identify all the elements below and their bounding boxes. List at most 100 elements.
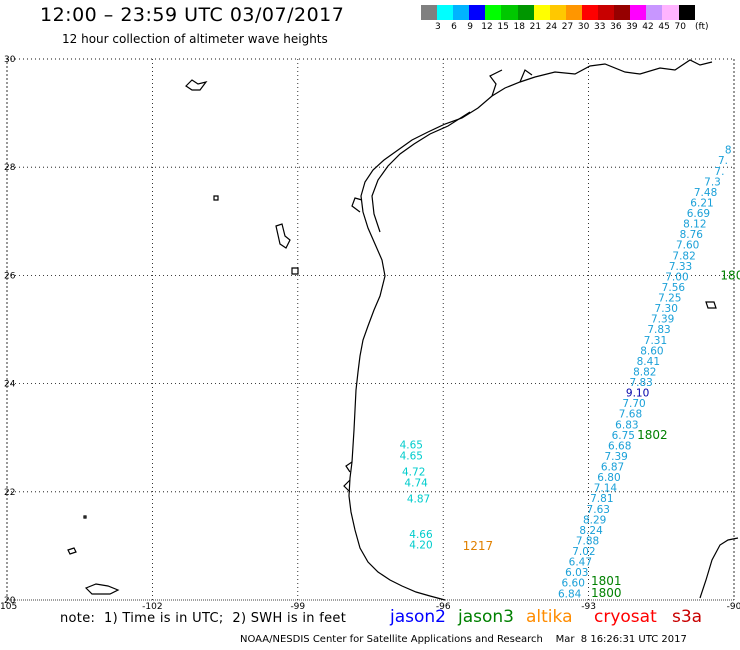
legend-tick-labels: 3 6 9 12 15 18 21 24 27 30 33 36 39 42 45 70 (ft) — [421, 20, 740, 34]
wave-height-label: 7.82 — [672, 250, 695, 262]
legend-tick: 18 — [513, 22, 525, 32]
wave-height-label: 8.82 — [633, 366, 656, 378]
legend-swatch — [421, 5, 438, 20]
wave-height-label: 7.00 — [665, 271, 688, 283]
wave-height-label: 8.29 — [583, 514, 606, 526]
longitude-label: -96 — [436, 602, 451, 612]
wave-height-label: 7.39 — [604, 451, 627, 463]
legend-tick: 21 — [529, 22, 542, 32]
legend-tick: 30 — [577, 22, 590, 32]
altika-time-label: 1217 — [463, 539, 494, 553]
satellite-jason2: jason2 — [390, 607, 446, 627]
legend-tick: 24 — [545, 22, 558, 32]
wave-height-label: 8.76 — [680, 229, 704, 241]
east-coast-fragment — [699, 537, 739, 599]
legend-swatch — [662, 5, 679, 20]
wave-height-label: 6.21 — [690, 197, 713, 209]
legend-tick: 15 — [497, 22, 509, 32]
wave-height-label: 4.65 — [400, 440, 423, 452]
footer-note: note: 1) Time is in UTC; 2) SWH is in fe… — [60, 611, 347, 626]
wave-height-label: 6.80 — [597, 472, 620, 484]
wave-height-label: 6.87 — [601, 462, 624, 474]
wave-height-label: 7.83 — [647, 324, 670, 336]
pass-time-label: 1802 — [637, 428, 668, 442]
legend-swatch — [581, 5, 599, 20]
map-grid — [6, 58, 735, 601]
longitude-label: -90 — [727, 602, 740, 612]
legend-swatch — [630, 5, 647, 20]
legend-swatch — [549, 5, 566, 20]
lake-shape-1 — [185, 79, 208, 91]
wave-height-label: 7.81 — [590, 493, 613, 505]
wave-height-label: 7.30 — [655, 303, 678, 315]
latitude-label: 24 — [4, 380, 16, 390]
lake-shape-3 — [291, 267, 299, 275]
chart-subtitle: 12 hour collection of altimeter wave hei… — [62, 32, 328, 46]
satellite-altika: altika — [526, 607, 573, 627]
wave-height-label: 8.24 — [579, 525, 603, 537]
wave-height-label: 9.10 — [626, 388, 649, 400]
wave-height-label: 6.47 — [569, 557, 592, 569]
wave-height-label: 7.56 — [662, 282, 686, 294]
wave-height-label: 8.12 — [683, 219, 706, 231]
wave-height-label: 4.87 — [407, 494, 430, 506]
legend-tick: 36 — [610, 22, 622, 32]
lake-shape-8 — [83, 515, 87, 519]
lake-shape-6 — [705, 301, 717, 309]
wave-height-label: 4.74 — [404, 477, 428, 489]
latitude-label: 20 — [4, 596, 16, 606]
legend-tick: 3 — [435, 22, 441, 32]
wave-height-label: 4.72 — [402, 467, 425, 479]
legend-swatch — [469, 5, 486, 20]
wave-height-label: 8.41 — [637, 356, 660, 368]
longitude-label: -105 — [0, 602, 17, 612]
wave-height-label: 8.60 — [640, 345, 663, 357]
satellite-jason3: jason3 — [458, 607, 514, 627]
pass-time-label: 180 — [720, 269, 740, 283]
legend-swatch — [533, 5, 550, 20]
bay-inlets — [343, 69, 533, 493]
chart-title: 12:00 – 23:59 UTC 03/07/2017 — [40, 4, 345, 26]
wave-height-label: 6.84 — [558, 588, 582, 600]
wave-height-label: 7.63 — [587, 504, 610, 516]
legend-tick: 45 — [658, 22, 670, 32]
wave-height-legend: 3 6 9 12 15 18 21 24 27 30 33 36 39 42 45 70 (ft) — [421, 5, 740, 34]
lake-shape-5 — [67, 547, 77, 555]
wave-height-label: 4.66 — [409, 529, 433, 541]
satellite-tracks: 4.654.654.724.744.874.664.20 121787.7.7.3… — [400, 145, 740, 601]
legend-swatch — [598, 5, 615, 20]
legend-swatch — [437, 5, 454, 20]
latitude-label: 30 — [4, 55, 16, 65]
map-frame — [6, 58, 735, 601]
wave-height-label: 7.02 — [572, 546, 595, 558]
wave-height-label: 7.68 — [619, 409, 642, 421]
wave-height-label: 7.48 — [694, 187, 717, 199]
wave-height-label: 6.60 — [562, 578, 585, 590]
wave-height-label: 6.83 — [615, 419, 638, 431]
wave-height-label: 6.75 — [612, 430, 635, 442]
longitude-label: -93 — [581, 602, 596, 612]
wave-height-label: 7.31 — [644, 335, 667, 347]
pass-time-label: 1801 — [591, 574, 622, 588]
longitude-label: -99 — [290, 602, 305, 612]
barrier-islands — [371, 111, 471, 233]
wave-height-label: 7.25 — [658, 293, 681, 305]
longitude-labels: -105 -102 -99 -96 -93 -90 — [0, 602, 740, 612]
legend-swatch — [453, 5, 470, 20]
gulf-coastline — [348, 59, 713, 601]
latitude-labels: 30 28 26 24 22 20 — [4, 55, 16, 606]
legend-tick: 39 — [626, 22, 638, 32]
coastline — [67, 59, 739, 601]
legend-swatch — [565, 5, 582, 20]
longitude-label: -102 — [142, 602, 162, 612]
wave-height-label: 7.83 — [629, 377, 652, 389]
wave-height-label: 7.70 — [622, 398, 645, 410]
wave-height-label: 7.60 — [676, 240, 699, 252]
legend-tick: 9 — [467, 22, 473, 32]
legend-swatch — [517, 5, 534, 20]
wave-height-label: 6.03 — [565, 567, 588, 579]
legend-tick: 12 — [481, 22, 493, 32]
legend-tick: 70 — [674, 22, 686, 32]
legend-tick: 33 — [594, 22, 606, 32]
